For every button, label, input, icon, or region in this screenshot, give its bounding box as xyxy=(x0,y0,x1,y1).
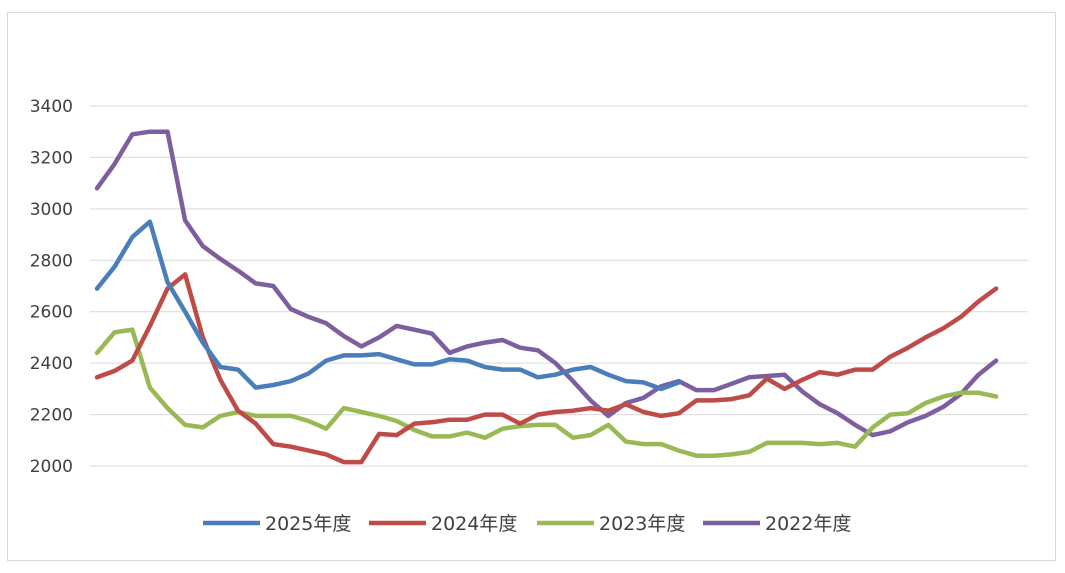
series-line-1 xyxy=(94,219,682,392)
gridlines xyxy=(90,105,1028,467)
series-line-4 xyxy=(94,129,999,438)
y-tick-label: 3000 xyxy=(30,200,73,220)
y-tick-label: 3400 xyxy=(30,97,73,117)
legend-label: 2022年度 xyxy=(765,513,851,535)
y-tick-label: 2200 xyxy=(30,406,73,426)
legend-label: 2025年度 xyxy=(265,513,351,535)
y-tick-label: 2400 xyxy=(30,354,73,374)
legend: 2025年度 2024年度 2023年度 2022年度 xyxy=(203,513,851,535)
y-axis-ticks: 3400 3200 3000 2800 2600 2400 2200 2000 xyxy=(30,97,73,477)
chart-frame xyxy=(7,12,1056,561)
series-lines xyxy=(94,129,999,465)
series-line-3 xyxy=(94,327,999,458)
y-tick-label: 2000 xyxy=(30,457,73,477)
y-tick-label: 2600 xyxy=(30,303,73,323)
y-tick-label: 3200 xyxy=(30,148,73,168)
series-line-2 xyxy=(94,272,999,465)
legend-label: 2024年度 xyxy=(431,513,517,535)
legend-label: 2023年度 xyxy=(599,513,685,535)
y-tick-label: 2800 xyxy=(30,251,73,271)
